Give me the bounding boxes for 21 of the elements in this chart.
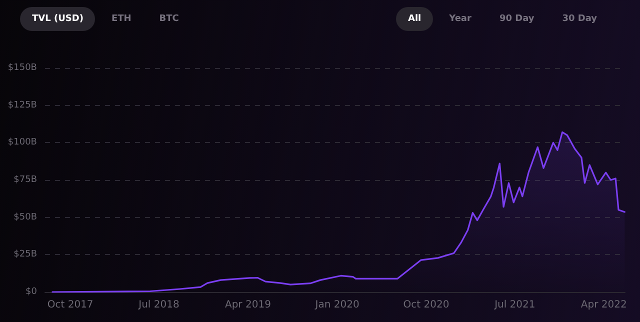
- x-tick-label: Jul 2021: [494, 300, 536, 310]
- y-tick-label: $150B: [8, 63, 37, 73]
- text: 30 Day: [550, 7, 610, 31]
- x-tick-label: Jan 2020: [314, 300, 360, 310]
- text: BTC: [147, 7, 191, 31]
- text: TVL (USD): [20, 7, 96, 31]
- text: Year: [437, 7, 484, 31]
- x-tick-label: Oct 2017: [47, 300, 94, 310]
- y-tick-label: $25B: [14, 250, 37, 260]
- y-tick-label: $75B: [14, 175, 37, 185]
- x-tick-label: Oct 2020: [403, 300, 450, 310]
- x-tick-label: Apr 2019: [225, 300, 271, 310]
- y-tick-label: $0: [26, 287, 38, 297]
- text: ETH: [99, 7, 144, 31]
- y-tick-label: $100B: [8, 138, 37, 148]
- x-tick-label: Jul 2018: [138, 300, 180, 310]
- x-tick-label: Apr 2022: [580, 300, 627, 310]
- text: 90 Day: [487, 7, 546, 31]
- y-tick-label: $50B: [14, 212, 37, 222]
- text: All: [396, 7, 434, 31]
- y-tick-label: $125B: [8, 100, 37, 110]
